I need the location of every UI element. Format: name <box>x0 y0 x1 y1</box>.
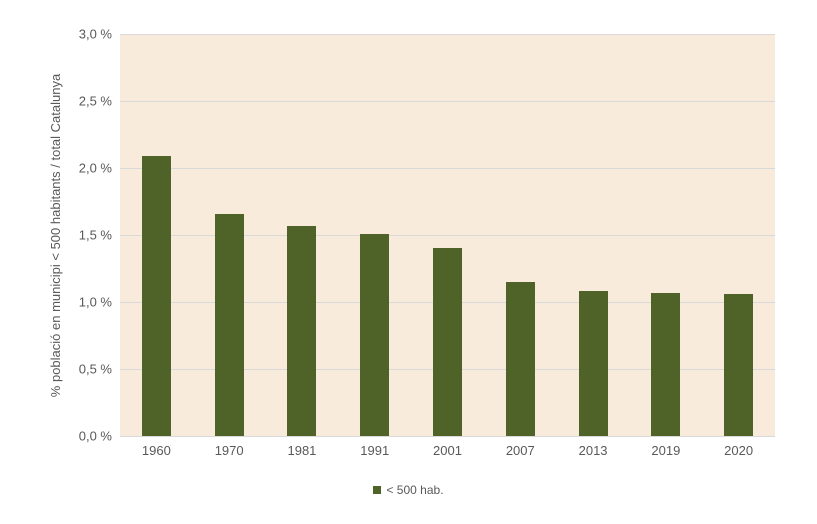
legend: < 500 hab. <box>0 483 817 497</box>
y-tick-label: 0,0 % <box>78 428 112 444</box>
x-tick-label: 2013 <box>578 443 608 458</box>
bar-2019 <box>651 292 681 436</box>
bar-2020 <box>724 293 754 436</box>
gridline <box>120 168 775 169</box>
legend-label: < 500 hab. <box>386 483 444 497</box>
x-tick-label: 1960 <box>141 443 171 458</box>
x-tick-label: 2007 <box>505 443 535 458</box>
y-tick-label: 3,0 % <box>78 26 112 42</box>
bar-2007 <box>505 281 535 436</box>
y-axis-tick-labels: 0,0 % 0,5 % 1,0 % 1,5 % 2,0 % 2,5 % 3,0 % <box>0 27 112 444</box>
x-tick-label: 1981 <box>287 443 317 458</box>
gridline <box>120 235 775 236</box>
bar-1960 <box>141 155 171 436</box>
y-tick-label: 2,5 % <box>78 93 112 109</box>
x-axis-tick-labels: 1960 1970 1981 1991 2001 2007 2013 2019 2020 <box>120 443 775 458</box>
x-tick-label: 1991 <box>360 443 390 458</box>
y-tick-label: 1,5 % <box>78 227 112 243</box>
x-tick-label: 2019 <box>651 443 681 458</box>
plot-area <box>120 34 775 437</box>
y-tick-label: 1,0 % <box>78 294 112 310</box>
y-tick-label: 0,5 % <box>78 361 112 377</box>
bar-1981 <box>287 225 317 436</box>
x-tick-label: 2001 <box>433 443 462 458</box>
x-tick-label: 1970 <box>214 443 244 458</box>
bar-1991 <box>360 233 390 436</box>
gridline <box>120 34 775 35</box>
x-tick-label: 2020 <box>724 443 754 458</box>
gridline <box>120 101 775 102</box>
bar-2013 <box>578 291 608 436</box>
y-tick-label: 2,0 % <box>78 160 112 176</box>
bar-1970 <box>214 213 244 436</box>
bar-2001 <box>433 248 462 436</box>
legend-swatch-icon <box>373 486 382 494</box>
